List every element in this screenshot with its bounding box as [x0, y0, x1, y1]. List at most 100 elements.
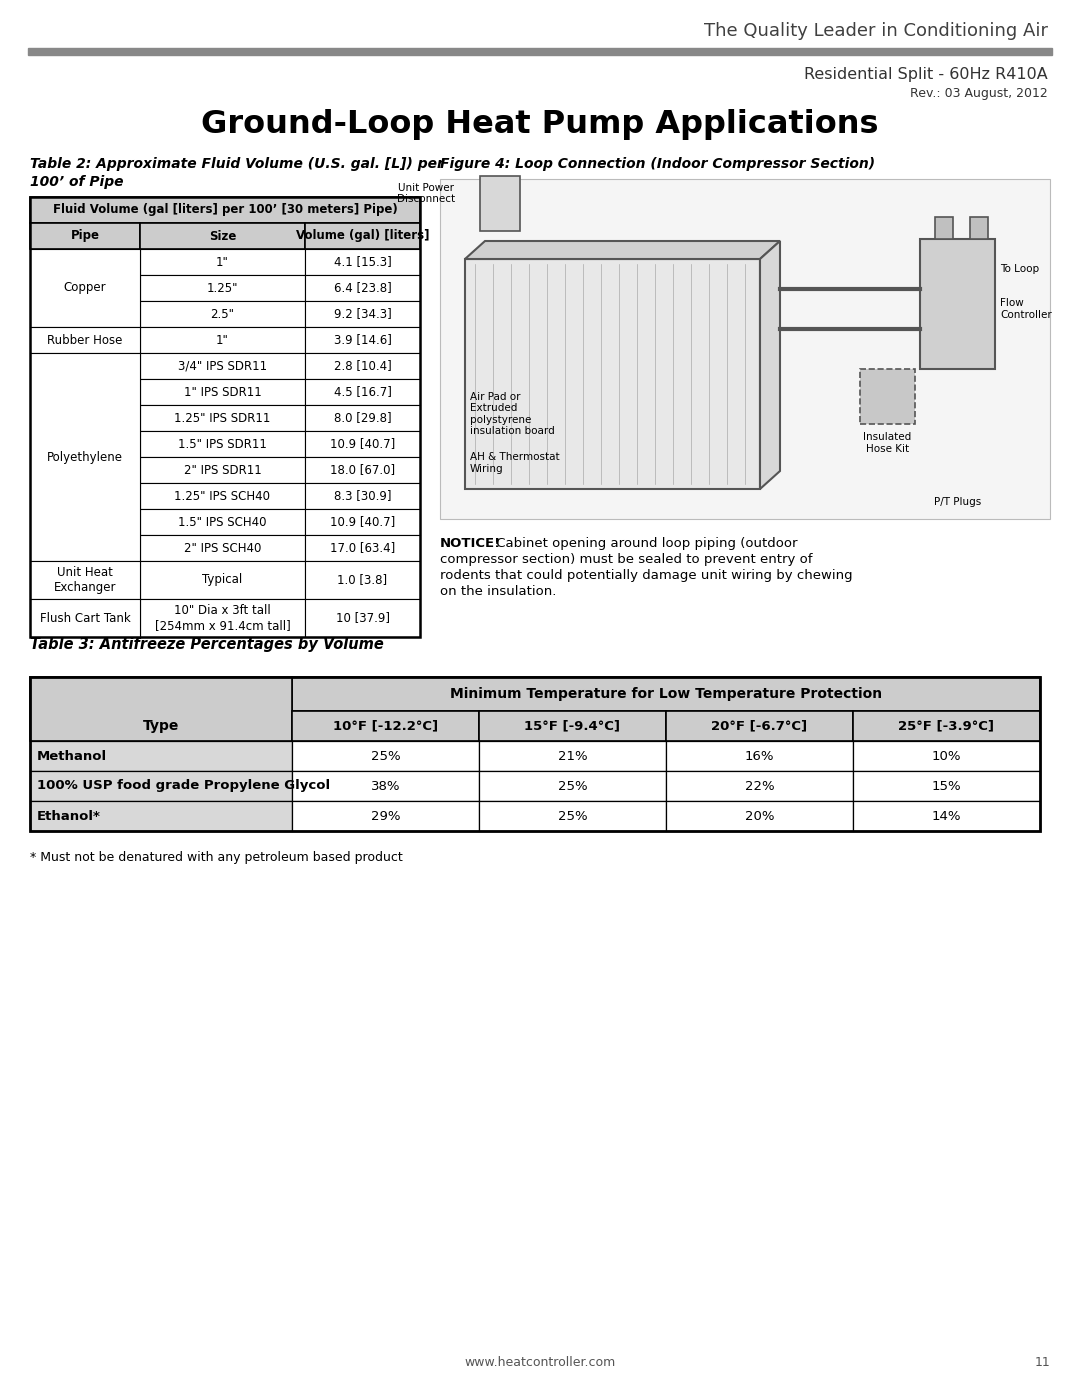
Bar — [30, 197, 420, 224]
Text: 1" IPS SDR11: 1" IPS SDR11 — [184, 386, 261, 398]
Bar — [292, 740, 480, 771]
Text: 100’ of Pipe: 100’ of Pipe — [30, 175, 123, 189]
Bar — [30, 224, 140, 249]
Text: 22%: 22% — [745, 780, 774, 792]
Text: The Quality Leader in Conditioning Air: The Quality Leader in Conditioning Air — [704, 22, 1048, 41]
Text: 16%: 16% — [745, 750, 774, 763]
Text: NOTICE!: NOTICE! — [440, 536, 501, 550]
Text: To Loop: To Loop — [1000, 264, 1039, 274]
Text: * Must not be denatured with any petroleum based product: * Must not be denatured with any petrole… — [30, 851, 403, 863]
Bar — [860, 369, 915, 425]
Text: Size: Size — [208, 229, 237, 243]
Text: 10" Dia x 3ft tall
[254mm x 91.4cm tall]: 10" Dia x 3ft tall [254mm x 91.4cm tall] — [154, 604, 291, 631]
Text: 8.3 [30.9]: 8.3 [30.9] — [334, 489, 391, 503]
Text: Figure 4: Loop Connection (Indoor Compressor Section): Figure 4: Loop Connection (Indoor Compre… — [440, 156, 875, 170]
Text: 10%: 10% — [932, 750, 961, 763]
Text: rodents that could potentially damage unit wiring by chewing: rodents that could potentially damage un… — [440, 569, 852, 583]
Bar — [305, 457, 420, 483]
Text: Pipe: Pipe — [70, 229, 99, 243]
Bar — [30, 771, 292, 800]
Text: 6.4 [23.8]: 6.4 [23.8] — [334, 282, 391, 295]
Bar — [292, 800, 480, 831]
Text: Insulated
Hose Kit: Insulated Hose Kit — [863, 432, 912, 454]
Text: www.heatcontroller.com: www.heatcontroller.com — [464, 1356, 616, 1369]
Bar — [28, 47, 1052, 54]
Text: 25%: 25% — [370, 750, 401, 763]
Text: 2.8 [10.4]: 2.8 [10.4] — [334, 359, 391, 373]
Text: Table 3: Antifreeze Percentages by Volume: Table 3: Antifreeze Percentages by Volum… — [30, 637, 383, 652]
Bar — [140, 432, 305, 457]
Text: 11: 11 — [1035, 1356, 1050, 1369]
Bar — [292, 678, 1040, 711]
Text: Polyethylene: Polyethylene — [48, 450, 123, 464]
Text: 1.5" IPS SDR11: 1.5" IPS SDR11 — [178, 437, 267, 450]
Bar — [140, 249, 305, 275]
Bar — [292, 771, 480, 800]
Text: Flow
Controller: Flow Controller — [1000, 298, 1052, 320]
Text: compressor section) must be sealed to prevent entry of: compressor section) must be sealed to pr… — [440, 553, 812, 566]
Bar — [480, 771, 666, 800]
Text: P/T Plugs: P/T Plugs — [934, 497, 981, 507]
Text: Cabinet opening around loop piping (outdoor: Cabinet opening around loop piping (outd… — [492, 536, 797, 550]
Bar — [666, 740, 853, 771]
Bar — [935, 217, 953, 239]
Bar — [30, 249, 140, 327]
Bar — [30, 678, 1040, 831]
Bar — [292, 711, 480, 740]
Text: Minimum Temperature for Low Temperature Protection: Minimum Temperature for Low Temperature … — [450, 687, 882, 701]
Text: Table 2: Approximate Fluid Volume (U.S. gal. [L]) per: Table 2: Approximate Fluid Volume (U.S. … — [30, 156, 444, 170]
Bar — [305, 379, 420, 405]
Bar — [666, 711, 853, 740]
Bar — [305, 599, 420, 637]
Bar — [140, 405, 305, 432]
Text: Methanol: Methanol — [37, 750, 107, 763]
Text: 10 [37.9]: 10 [37.9] — [336, 612, 390, 624]
Text: 1.5" IPS SCH40: 1.5" IPS SCH40 — [178, 515, 267, 528]
Bar — [305, 275, 420, 300]
Text: Air Pad or
Extruded
polystyrene
insulation board: Air Pad or Extruded polystyrene insulati… — [470, 391, 555, 436]
Bar — [305, 562, 420, 599]
Text: 1.25" IPS SCH40: 1.25" IPS SCH40 — [175, 489, 270, 503]
Text: Unit Power
Disconnect: Unit Power Disconnect — [396, 183, 455, 204]
Text: Type: Type — [143, 719, 179, 733]
Text: 8.0 [29.8]: 8.0 [29.8] — [334, 412, 391, 425]
Text: on the insulation.: on the insulation. — [440, 585, 556, 598]
Bar — [140, 300, 305, 327]
Text: 3/4" IPS SDR11: 3/4" IPS SDR11 — [178, 359, 267, 373]
Text: 29%: 29% — [370, 809, 401, 823]
Bar — [305, 432, 420, 457]
Bar — [305, 224, 420, 249]
Bar — [140, 353, 305, 379]
Text: 10°F [-12.2°C]: 10°F [-12.2°C] — [333, 719, 438, 732]
Bar — [30, 599, 140, 637]
Text: 3.9 [14.6]: 3.9 [14.6] — [334, 334, 391, 346]
Text: 4.1 [15.3]: 4.1 [15.3] — [334, 256, 391, 268]
Bar — [30, 800, 292, 831]
Bar — [666, 771, 853, 800]
Bar — [970, 217, 988, 239]
Text: 18.0 [67.0]: 18.0 [67.0] — [329, 464, 395, 476]
Bar — [30, 327, 140, 353]
Text: Copper: Copper — [64, 282, 106, 295]
Text: Rev.: 03 August, 2012: Rev.: 03 August, 2012 — [910, 87, 1048, 101]
Bar — [30, 197, 420, 637]
Text: 9.2 [34.3]: 9.2 [34.3] — [334, 307, 391, 320]
Text: 1": 1" — [216, 334, 229, 346]
Text: 14%: 14% — [932, 809, 961, 823]
Bar — [305, 300, 420, 327]
Text: AH & Thermostat
Wiring: AH & Thermostat Wiring — [470, 453, 559, 474]
Bar — [480, 740, 666, 771]
Bar — [30, 562, 140, 599]
Text: Residential Split - 60Hz R410A: Residential Split - 60Hz R410A — [805, 67, 1048, 82]
Text: 2" IPS SCH40: 2" IPS SCH40 — [184, 542, 261, 555]
Bar — [140, 509, 305, 535]
Bar — [305, 509, 420, 535]
Text: 21%: 21% — [557, 750, 588, 763]
Bar — [853, 711, 1040, 740]
Bar — [305, 327, 420, 353]
Bar — [853, 800, 1040, 831]
Bar — [666, 800, 853, 831]
Text: 25%: 25% — [557, 780, 588, 792]
Bar — [920, 239, 995, 369]
Text: Rubber Hose: Rubber Hose — [48, 334, 123, 346]
